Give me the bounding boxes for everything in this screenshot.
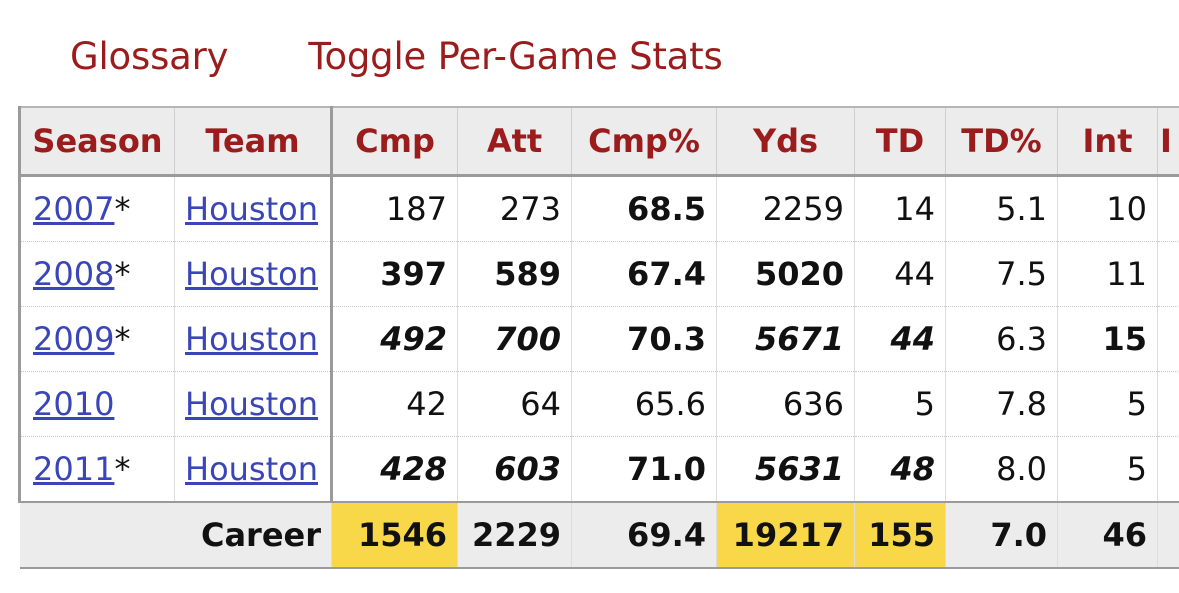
- season-link[interactable]: 2007: [33, 190, 115, 228]
- overflow-cell: [1157, 306, 1179, 372]
- table-row: 2007* Houston 187 273 68.5 2259 14 5.1 1…: [18, 175, 1179, 242]
- yds-cell: 5631: [716, 436, 855, 503]
- overflow-cell: [1157, 501, 1179, 569]
- table-row: 2009* Houston 492 700 70.3 5671 44 6.3 1…: [18, 306, 1179, 372]
- cmp-cell: 397: [331, 241, 458, 307]
- passing-stats-table: Season Team Cmp Att Cmp% Yds TD TD% Int …: [18, 106, 1179, 569]
- cmp-cell: 187: [331, 175, 458, 242]
- att-cell: 64: [457, 371, 572, 437]
- career-yds-cell: 19217: [716, 501, 855, 569]
- season-cell: 2010: [18, 371, 175, 437]
- all-american-mark: *: [114, 190, 131, 228]
- cmp-pct-cell: 65.6: [571, 371, 717, 437]
- season-cell: 2008*: [18, 241, 175, 307]
- att-cell: 700: [457, 306, 572, 372]
- all-american-mark: *: [114, 255, 131, 293]
- season-cell: 2009*: [18, 306, 175, 372]
- cmp-cell: 492: [331, 306, 458, 372]
- att-cell: 273: [457, 175, 572, 242]
- season-cell: 2011*: [18, 436, 175, 503]
- header-cmp[interactable]: Cmp: [331, 106, 458, 177]
- career-int-cell: 46: [1057, 501, 1158, 569]
- season-cell: 2007*: [18, 175, 175, 242]
- overflow-cell: [1157, 371, 1179, 437]
- career-cmp-cell: 1546: [331, 501, 458, 569]
- header-team[interactable]: Team: [174, 106, 333, 177]
- header-cmp-pct[interactable]: Cmp%: [571, 106, 717, 177]
- team-link[interactable]: Houston: [185, 255, 318, 293]
- season-link[interactable]: 2009: [33, 320, 115, 358]
- career-att-cell: 2229: [457, 501, 572, 569]
- int-cell: 5: [1057, 371, 1158, 437]
- toggle-per-game-link[interactable]: Toggle Per-Game Stats: [308, 34, 723, 78]
- overflow-cell: [1157, 436, 1179, 503]
- team-cell: Houston: [174, 436, 333, 503]
- table-row: 2011* Houston 428 603 71.0 5631 48 8.0 5: [18, 436, 1179, 503]
- header-att[interactable]: Att: [457, 106, 572, 177]
- all-american-mark: *: [114, 320, 131, 358]
- glossary-link[interactable]: Glossary: [70, 34, 229, 78]
- td-pct-cell: 6.3: [945, 306, 1058, 372]
- int-cell: 15: [1057, 306, 1158, 372]
- team-link[interactable]: Houston: [185, 450, 318, 488]
- overflow-cell: [1157, 241, 1179, 307]
- header-season[interactable]: Season: [18, 106, 175, 177]
- td-cell: 48: [854, 436, 946, 503]
- season-link[interactable]: 2008: [33, 255, 115, 293]
- td-cell: 5: [854, 371, 946, 437]
- cmp-pct-cell: 68.5: [571, 175, 717, 242]
- team-cell: Houston: [174, 241, 333, 307]
- yds-cell: 5020: [716, 241, 855, 307]
- career-cmp-pct-cell: 69.4: [571, 501, 717, 569]
- team-link[interactable]: Houston: [185, 190, 318, 228]
- all-american-mark: *: [114, 450, 131, 488]
- team-cell: Houston: [174, 371, 333, 437]
- overflow-cell: [1157, 175, 1179, 242]
- header-next-column[interactable]: I: [1157, 106, 1179, 177]
- cmp-cell: 428: [331, 436, 458, 503]
- table-row: 2008* Houston 397 589 67.4 5020 44 7.5 1…: [18, 241, 1179, 307]
- td-cell: 14: [854, 175, 946, 242]
- stats-table-container[interactable]: Season Team Cmp Att Cmp% Yds TD TD% Int …: [18, 106, 1179, 576]
- cmp-cell: 42: [331, 371, 458, 437]
- cmp-pct-cell: 71.0: [571, 436, 717, 503]
- career-row: Career 1546 2229 69.4 19217 155 7.0 46: [19, 501, 1179, 569]
- int-cell: 10: [1057, 175, 1158, 242]
- yds-cell: 636: [716, 371, 855, 437]
- career-td-pct-cell: 7.0: [945, 501, 1058, 569]
- cmp-pct-cell: 67.4: [571, 241, 717, 307]
- header-td-pct[interactable]: TD%: [945, 106, 1058, 177]
- season-link[interactable]: 2010: [33, 385, 115, 423]
- int-cell: 5: [1057, 436, 1158, 503]
- header-row: Season Team Cmp Att Cmp% Yds TD TD% Int …: [18, 106, 1179, 177]
- td-cell: 44: [854, 306, 946, 372]
- td-pct-cell: 8.0: [945, 436, 1058, 503]
- team-cell: Houston: [174, 175, 333, 242]
- int-cell: 11: [1057, 241, 1158, 307]
- team-cell: Houston: [174, 306, 333, 372]
- yds-cell: 2259: [716, 175, 855, 242]
- team-link[interactable]: Houston: [185, 385, 318, 423]
- td-cell: 44: [854, 241, 946, 307]
- header-yds[interactable]: Yds: [716, 106, 855, 177]
- career-label: Career: [19, 501, 332, 569]
- att-cell: 603: [457, 436, 572, 503]
- yds-cell: 5671: [716, 306, 855, 372]
- table-row: 2010 Houston 42 64 65.6 636 5 7.8 5: [18, 371, 1179, 437]
- career-td-cell: 155: [854, 501, 946, 569]
- header-td[interactable]: TD: [854, 106, 946, 177]
- table-toolbar: Glossary Toggle Per-Game Stats: [70, 28, 723, 84]
- cmp-pct-cell: 70.3: [571, 306, 717, 372]
- td-pct-cell: 7.8: [945, 371, 1058, 437]
- td-pct-cell: 7.5: [945, 241, 1058, 307]
- header-int[interactable]: Int: [1057, 106, 1158, 177]
- td-pct-cell: 5.1: [945, 175, 1058, 242]
- season-link[interactable]: 2011: [33, 450, 115, 488]
- team-link[interactable]: Houston: [185, 320, 318, 358]
- att-cell: 589: [457, 241, 572, 307]
